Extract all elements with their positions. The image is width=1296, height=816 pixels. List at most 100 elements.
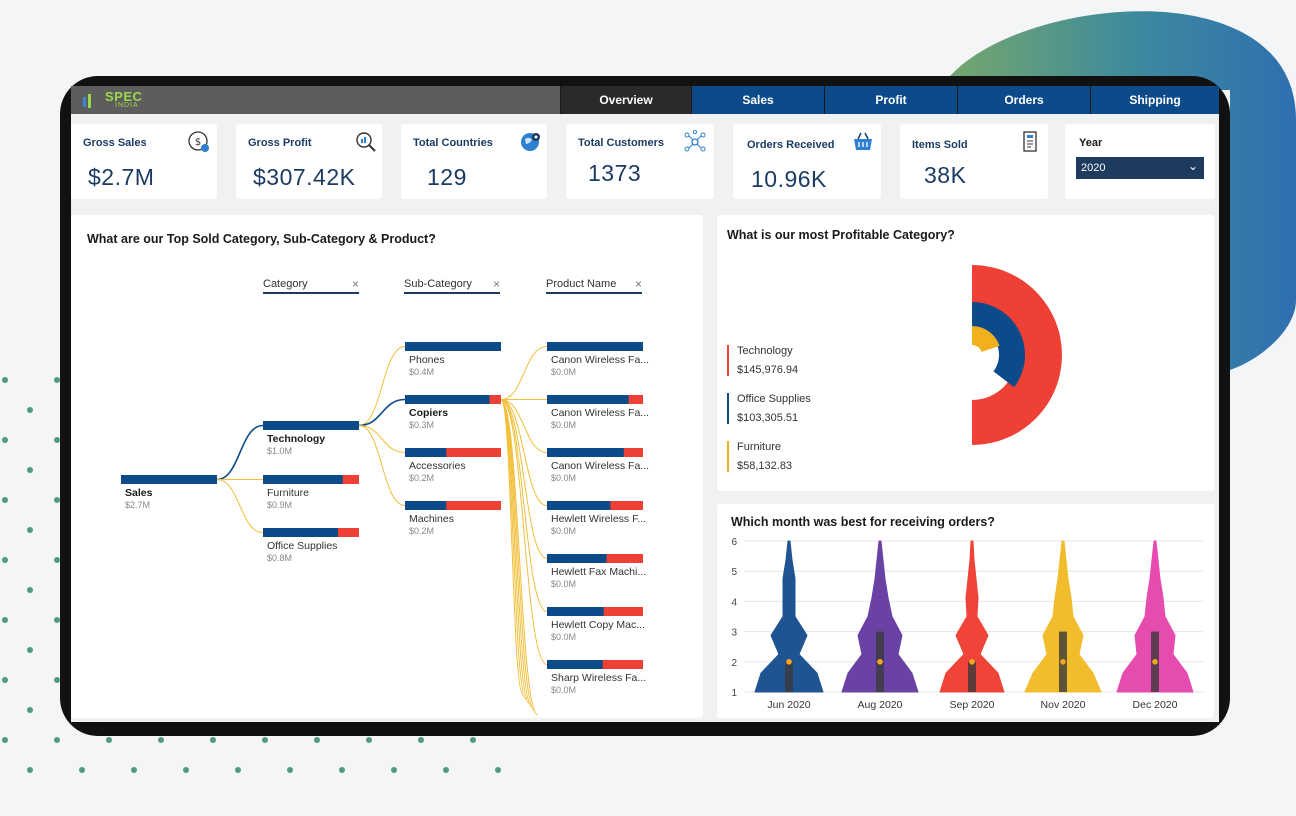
bg-dot bbox=[27, 527, 33, 533]
tree-node-subcategory[interactable] bbox=[405, 501, 501, 510]
tree-node-value: $0.0M bbox=[551, 420, 577, 430]
tree-node-category[interactable] bbox=[263, 528, 359, 537]
violin-box bbox=[785, 661, 793, 692]
tree-node-value: $0.0M bbox=[551, 367, 577, 377]
bg-dot bbox=[27, 767, 33, 773]
y-tick-label: 5 bbox=[731, 567, 737, 578]
violin-dec-2020[interactable] bbox=[1116, 540, 1194, 693]
tree-connector bbox=[358, 398, 406, 427]
bg-dot bbox=[27, 407, 33, 413]
logo-text: SPEC bbox=[105, 89, 143, 104]
radial-bar-chart bbox=[972, 265, 1062, 445]
tree-node-value: $0.0M bbox=[551, 473, 577, 483]
tree-node-category[interactable] bbox=[263, 475, 359, 484]
tree-node-product[interactable] bbox=[547, 448, 643, 457]
close-icon[interactable]: × bbox=[492, 277, 500, 291]
tree-connector bbox=[216, 424, 264, 481]
bg-dot bbox=[366, 737, 372, 743]
network-people-icon bbox=[684, 130, 706, 152]
tree-node-value: $0.9M bbox=[267, 500, 293, 510]
svg-text:$: $ bbox=[195, 137, 201, 148]
tab-profit[interactable]: Profit bbox=[824, 86, 957, 114]
violin-sep-2020[interactable] bbox=[939, 540, 1005, 693]
legend-name: Technology bbox=[737, 345, 793, 357]
bg-dot bbox=[418, 737, 424, 743]
tree-node-subcategory[interactable] bbox=[405, 342, 501, 351]
bg-dot bbox=[27, 587, 33, 593]
year-label: Year bbox=[1079, 137, 1103, 149]
bg-dot bbox=[54, 497, 60, 503]
tree-node-category[interactable] bbox=[263, 421, 359, 430]
tree-connector bbox=[500, 399, 527, 700]
dollar-check-icon: $ bbox=[188, 131, 209, 152]
violin-chart: 6 5 4 3 2 1 Jun 2020 Aug 2020 Sep 2020 Nov 2020 De… bbox=[731, 537, 1203, 711]
x-tick-label: Dec 2020 bbox=[1133, 699, 1178, 711]
tab-sales[interactable]: Sales bbox=[691, 86, 824, 114]
kpi-value: 38K bbox=[924, 162, 967, 188]
x-tick-label: Jun 2020 bbox=[767, 699, 810, 711]
violin-nov-2020[interactable] bbox=[1024, 540, 1102, 693]
tree-node-value: $0.0M bbox=[551, 579, 577, 589]
kpi-value: 1373 bbox=[588, 160, 642, 186]
bg-dot bbox=[131, 767, 137, 773]
kpi-value: $2.7M bbox=[88, 164, 155, 190]
tree-node-product[interactable] bbox=[547, 395, 643, 404]
chevron-down-icon: ⌄ bbox=[1187, 159, 1198, 173]
tree-node-product[interactable] bbox=[547, 342, 643, 351]
tree-connector bbox=[500, 346, 548, 400]
tree-node-label: Hewlett Fax Machi... bbox=[551, 566, 647, 578]
close-icon[interactable]: × bbox=[634, 277, 642, 291]
column-header-product[interactable]: Product Name × bbox=[546, 277, 642, 294]
close-icon[interactable]: × bbox=[351, 277, 359, 291]
kpi-total-customers: Total Customers 1373 bbox=[566, 124, 714, 199]
radial-bar-furniture[interactable] bbox=[972, 326, 1000, 352]
legend-value: $58,132.83 bbox=[737, 460, 793, 472]
bg-dot bbox=[27, 707, 33, 713]
tab-overview[interactable]: Overview bbox=[560, 86, 691, 114]
tree-node-label: Hewlett Wireless F... bbox=[551, 513, 647, 525]
tree-connectors bbox=[121, 342, 643, 716]
tree-node-value: $1.0M bbox=[267, 446, 293, 456]
tree-node-value: $0.3M bbox=[409, 420, 435, 430]
tree-node-value: $0.2M bbox=[409, 526, 435, 536]
tree-node-product[interactable] bbox=[547, 607, 643, 616]
tab-orders[interactable]: Orders bbox=[957, 86, 1090, 114]
bg-dot bbox=[183, 767, 189, 773]
tree-node-subcategory[interactable] bbox=[405, 395, 501, 404]
tree-connector bbox=[500, 399, 530, 704]
tree-node-label: Canon Wireless Fa... bbox=[551, 354, 650, 366]
tree-node-value: $0.8M bbox=[267, 553, 293, 563]
tree-node-root[interactable] bbox=[121, 475, 217, 484]
basket-icon bbox=[854, 132, 872, 150]
tab-shipping[interactable]: Shipping bbox=[1090, 86, 1219, 114]
brand-logo[interactable]: SPEC INDIA bbox=[81, 88, 151, 112]
tree-connector bbox=[500, 399, 524, 696]
kpi-label: Orders Received bbox=[747, 139, 835, 151]
tree-connector bbox=[500, 399, 548, 559]
kpi-label: Total Countries bbox=[413, 137, 493, 149]
tree-node-product[interactable] bbox=[547, 554, 643, 563]
bg-dot bbox=[235, 767, 241, 773]
tree-node-value: $0.4M bbox=[409, 367, 435, 377]
kpi-value: 129 bbox=[427, 164, 467, 190]
tree-node-subcategory[interactable] bbox=[405, 448, 501, 457]
bg-dot bbox=[2, 557, 8, 563]
kpi-value: $307.42K bbox=[253, 164, 356, 190]
column-header-category[interactable]: Category × bbox=[263, 277, 359, 294]
tree-node-product[interactable] bbox=[547, 501, 643, 510]
tree-node-product[interactable] bbox=[547, 660, 643, 669]
tree-connector bbox=[358, 425, 406, 453]
violin-jun-2020[interactable] bbox=[754, 540, 824, 693]
bg-dot bbox=[262, 737, 268, 743]
column-header-subcategory[interactable]: Sub-Category × bbox=[404, 277, 500, 294]
violin-median bbox=[786, 659, 792, 665]
kpi-label: Gross Sales bbox=[83, 137, 147, 149]
tree-node-label: Sharp Wireless Fa... bbox=[551, 672, 647, 684]
search-chart-icon bbox=[356, 132, 376, 152]
year-selected-value: 2020 bbox=[1081, 162, 1106, 174]
tree-connector bbox=[500, 399, 548, 612]
year-dropdown[interactable]: 2020 ⌄ bbox=[1076, 157, 1204, 179]
tree-title: What are our Top Sold Category, Sub-Cate… bbox=[87, 232, 436, 246]
bg-dot bbox=[106, 737, 112, 743]
violin-aug-2020[interactable] bbox=[841, 540, 919, 693]
